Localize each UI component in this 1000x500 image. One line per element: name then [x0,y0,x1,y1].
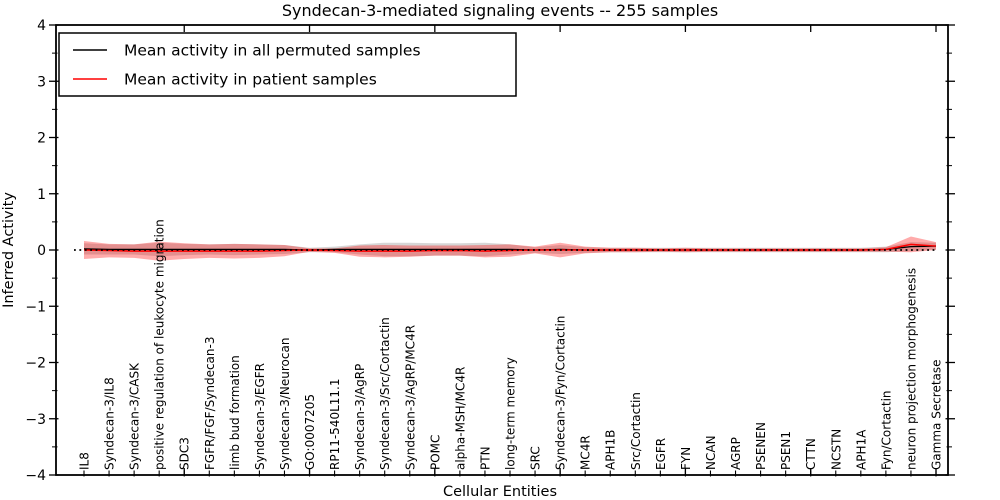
x-category-label: Syndecan-3/Neurocan [278,338,292,470]
x-category-label: IL8 [78,452,92,470]
x-category-label: CTTN [804,438,818,470]
x-category-label: positive regulation of leukocyte migrati… [153,219,167,470]
x-category-label: FYN [679,447,693,470]
x-category-label: APH1A [854,429,868,470]
y-tick-label: 4 [37,18,46,34]
x-category-label: NCAN [704,435,718,470]
x-category-label: PSENEN [754,422,768,470]
x-category-label: SDC3 [178,437,192,470]
y-tick-label: −4 [25,468,46,484]
y-tick-label: −2 [25,356,46,372]
x-category-label: Syndecan-3/CASK [128,362,142,470]
x-category-label: alpha-MSH/MC4R [453,367,467,470]
x-category-label: GO:0007205 [303,394,317,470]
x-category-label: NCSTN [829,429,843,470]
plot-layer: −4 −3 −2 −1 0 1 2 3 4 IL8 Syndecan-3/IL8 Syndecan-3… [25,18,955,484]
legend-patient-label: Mean activity in patient samples [124,71,377,89]
patient-mean-line [83,243,937,252]
patient-std-band [84,236,936,261]
plot-area-border [55,24,949,476]
x-category-label: RP11-540L11.1 [328,379,342,470]
chart-title: Syndecan-3-mediated signaling events -- … [282,1,718,20]
x-category-label: Syndecan-3/AgRP/MC4R [403,325,417,470]
x-category-label: Syndecan-3/AgRP [353,364,367,470]
x-category-label: limb bud formation [228,355,242,470]
x-category-label: Syndecan-3/Fyn/Cortactin [554,316,568,470]
x-category-label: Syndecan-3/Src/Cortactin [378,317,392,470]
x-category-label: PSEN1 [779,431,793,470]
y-tick-label: 3 [37,74,46,90]
legend-permuted-label: Mean activity in all permuted samples [124,42,421,60]
x-category-label: Fyn/Cortactin [879,390,893,470]
y-tick-label: −1 [25,299,46,315]
y-tick-label: 1 [37,187,46,203]
x-category-label: neuron projection morphogenesis [904,268,918,470]
x-category-label: Src/Cortactin [629,392,643,470]
x-category-label: FGFR/FGF/Syndecan-3 [203,337,217,470]
x-category-label: APH1B [604,430,618,470]
y-axis-label: Inferred Activity [1,192,17,308]
legend-box [58,32,517,97]
x-category-label: EGFR [654,438,668,470]
x-category-label: AGRP [729,437,743,470]
x-category-label: Syndecan-3/IL8 [103,377,117,470]
x-category-label: SRC [529,446,543,470]
y-tick-label: −3 [25,412,46,428]
x-category-label: MC4R [579,435,593,470]
y-tick-label: 2 [37,131,46,147]
x-category-label: Gamma Secretase [930,359,944,470]
x-category-label: PTN [478,446,492,470]
y-tick-label: 0 [37,243,46,259]
legend: Mean activity in all permuted samples Me… [58,32,517,97]
x-category-label: long-term memory [504,357,518,470]
x-category-label: Syndecan-3/EGFR [253,363,267,470]
x-axis-label: Cellular Entities [443,484,557,500]
x-category-label: POMC [428,435,442,470]
